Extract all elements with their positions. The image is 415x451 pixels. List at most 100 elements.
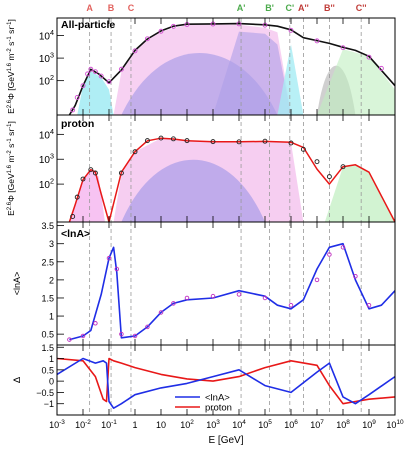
data-point [132, 333, 138, 339]
data-point [92, 170, 98, 176]
area-cyan [277, 44, 304, 115]
data-point [353, 274, 358, 279]
x-axis-label: E [GeV] [208, 435, 243, 446]
data-point [288, 140, 294, 146]
y-tick-label: 1 [49, 312, 54, 322]
marker-label-A': A' [237, 3, 246, 13]
data-point [170, 136, 176, 142]
x-tick-label: 105 [258, 419, 272, 430]
data-point [314, 277, 320, 283]
lnA-delta-line [56, 357, 396, 409]
data-point [132, 48, 138, 54]
data-point [106, 79, 112, 85]
model-line [69, 242, 396, 341]
legend-label: proton [205, 403, 232, 414]
x-tick-label: 106 [284, 419, 298, 430]
marker-label-B'': B'' [324, 3, 335, 13]
area-green [324, 164, 395, 222]
panel-label: proton [61, 118, 94, 130]
x-tick-label: 102 [180, 419, 194, 430]
model-line [68, 137, 396, 223]
panel-all-particle: 102 103 104 E2.6Φ [GeV1.6 m-2 s-1 sr-1] All-… [6, 17, 396, 116]
model-line [68, 22, 396, 116]
y-tick-label: 103 [39, 51, 54, 65]
data-point [262, 138, 268, 144]
data-point [74, 194, 80, 200]
y-tick-label: 0 [49, 377, 54, 387]
data-point [340, 245, 346, 250]
x-axis: 10-3 10-2 10-1 1 10 102 103 104 105 106 107 108 109 1… [49, 419, 404, 446]
data-point [118, 66, 124, 72]
data-point [92, 69, 98, 75]
x-tick-label: 10-1 [101, 419, 117, 430]
data-point [106, 255, 112, 261]
y-axis-label: Δ [12, 376, 23, 383]
data-point [158, 310, 164, 315]
data-point [327, 252, 332, 257]
x-tick-label: 10-3 [49, 419, 65, 430]
data-point [144, 36, 150, 42]
legend-label: <lnA> [205, 393, 230, 404]
legend: <lnA>proton [175, 393, 232, 414]
data-point [210, 293, 216, 299]
x-tick-label: 10-2 [75, 419, 91, 430]
panel-proton: 102 103 104 E2.6Φ [GeV1.6 m-2 s-1 sr-1] prot… [6, 114, 396, 223]
y-axis-label: <lnA> [12, 272, 22, 296]
y-tick-label: 0.5 [41, 330, 54, 340]
data-point [80, 333, 86, 339]
y-tick-label: −1 [44, 399, 54, 409]
marker-label-B': B' [265, 3, 274, 13]
marker-label-C': C' [285, 3, 294, 13]
y-tick-label: 1 [49, 354, 54, 364]
area-violet [121, 159, 265, 222]
data-point [158, 28, 164, 34]
y-tick-label: 102 [39, 177, 54, 192]
data-point [98, 73, 104, 79]
x-tick-label: 1010 [386, 419, 404, 430]
data-point [119, 331, 124, 337]
x-tick-label: 1 [132, 420, 137, 430]
data-point [236, 139, 242, 145]
x-tick-label: 104 [232, 419, 246, 430]
y-tick-label: 3.5 [41, 221, 54, 231]
y-tick-label: 1.5 [41, 293, 54, 303]
marker-label-C: C [128, 3, 135, 13]
y-tick-label: 2 [49, 275, 54, 285]
y-tick-label: −0.5 [36, 388, 54, 398]
y-axis-label: E2.6Φ [GeV1.6 m-2 s-1 sr-1] [6, 19, 16, 114]
data-point [314, 159, 320, 165]
marker-label-C'': C'' [356, 3, 367, 13]
data-point [114, 266, 120, 272]
data-point [300, 146, 306, 152]
data-point [366, 54, 372, 60]
x-tick-label: 103 [206, 419, 220, 430]
panel-lnA: 0.5 1 1.5 2 2.5 3 3.5 <lnA> <lnA> [12, 221, 396, 346]
data-point [118, 170, 124, 176]
data-point [145, 324, 150, 330]
data-point [262, 295, 268, 301]
y-tick-label: 104 [39, 28, 54, 43]
y-tick-label: 104 [39, 127, 54, 142]
data-point [378, 65, 384, 71]
y-tick-label: 1.5 [41, 343, 54, 353]
data-point [158, 135, 164, 141]
data-point [80, 176, 86, 182]
data-point [288, 302, 294, 308]
area-green [317, 49, 395, 115]
proton-delta-line [56, 357, 396, 405]
panel-label: All-particle [61, 19, 115, 31]
area-violet [213, 31, 291, 115]
data-point [366, 302, 372, 308]
data-point [170, 23, 176, 29]
data-point [85, 71, 91, 77]
data-point [184, 138, 190, 144]
x-tick-label: 10 [156, 420, 166, 430]
marker-labels: A B C A' B' C' A'' B'' C'' [86, 3, 366, 13]
marker-label-B: B [108, 3, 115, 13]
data-point [340, 164, 346, 170]
data-point [210, 139, 216, 145]
data-point [184, 295, 190, 301]
x-tick-label: 109 [362, 419, 376, 430]
data-point [80, 83, 86, 89]
